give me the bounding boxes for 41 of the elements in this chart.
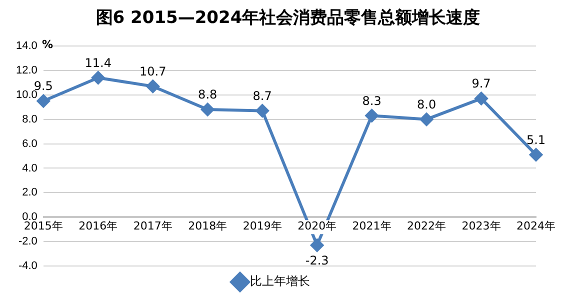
y-tick-label: 12.0	[16, 64, 38, 76]
y-tick-label: 4.0	[22, 162, 38, 174]
data-label: -2.3	[305, 253, 329, 268]
data-label: 10.7	[140, 64, 166, 78]
point	[420, 112, 434, 126]
data-label: 8.0	[416, 97, 436, 112]
x-tick-label: 2018年	[188, 219, 228, 232]
point	[530, 148, 542, 162]
point	[310, 238, 324, 252]
x-tick-label: 2023年	[462, 219, 501, 232]
y-tick-label: 10.0	[16, 88, 38, 101]
x-tick-label: 2017年	[133, 219, 172, 232]
chart-title: 图6 2015—2024年社会消费品零售总额增长速度	[94, 7, 482, 29]
point	[256, 104, 269, 118]
legend-label: 比上年增长	[250, 274, 310, 288]
point	[365, 109, 378, 122]
x-tick-label: 2024年	[516, 219, 556, 232]
x-tick-label: 2022年	[407, 219, 446, 232]
data-label: 8.7	[252, 88, 272, 103]
y-tick-label: 14.0	[16, 40, 38, 52]
y-tick-label: 6.0	[22, 138, 38, 150]
y-tick-label: 2.0	[22, 186, 38, 199]
point	[92, 71, 105, 84]
data-label: 9.7	[472, 76, 491, 91]
x-tick-label: 2019年	[242, 219, 282, 232]
point	[474, 92, 488, 106]
point	[201, 103, 214, 116]
data-label: 8.3	[362, 94, 382, 108]
x-tick-label: 2021年	[352, 219, 392, 232]
x-tick-label: 2020年	[298, 219, 337, 232]
data-label: 8.8	[198, 88, 218, 102]
x-tick-label: 2015年	[24, 219, 63, 232]
y-tick-label: -2.0	[18, 236, 38, 248]
x-tick-label: 2016年	[78, 219, 118, 232]
data-label: 11.4	[84, 56, 112, 70]
y-axis-title: %	[42, 38, 54, 51]
data-label: 5.1	[526, 132, 546, 147]
y-tick-label: 8.0	[22, 113, 38, 126]
point	[146, 80, 160, 93]
y-tick-label: -4.0	[18, 260, 38, 272]
point	[36, 94, 50, 108]
